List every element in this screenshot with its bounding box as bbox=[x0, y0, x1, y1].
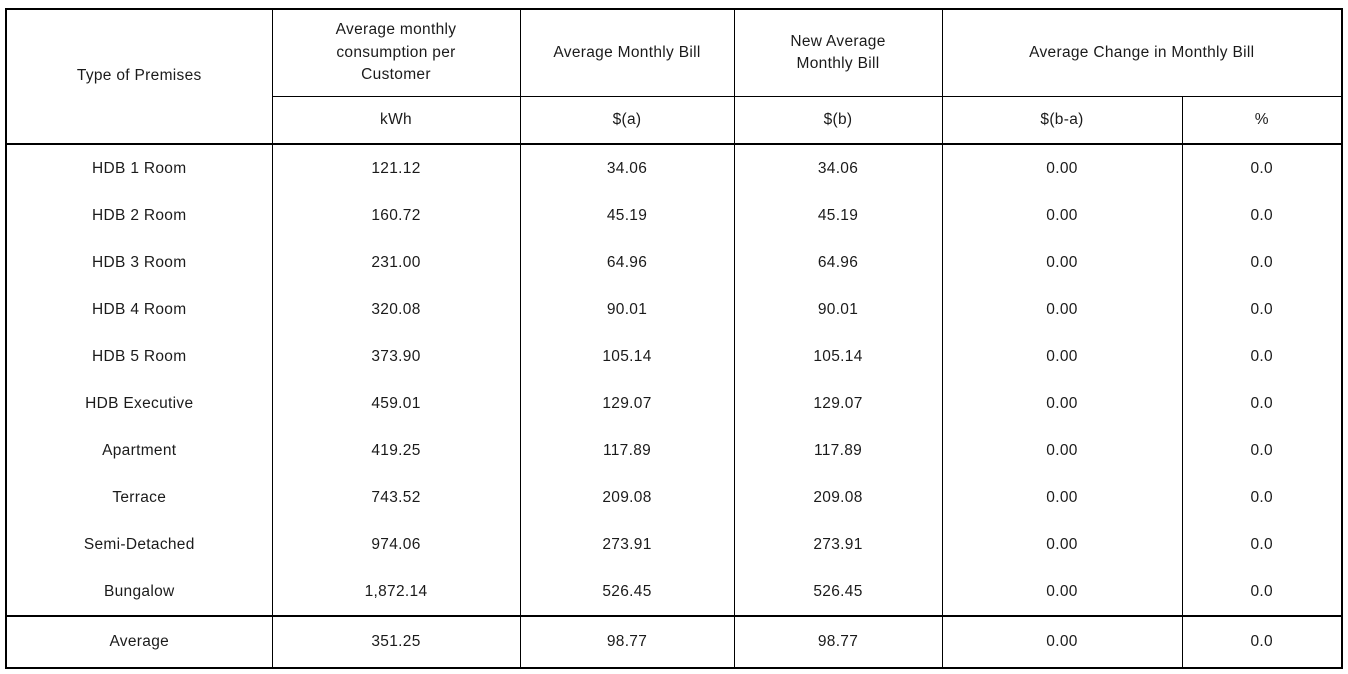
cell-change-pct: 0.0 bbox=[1181, 286, 1343, 333]
cell-average-change-amt: 0.00 bbox=[941, 615, 1183, 668]
cell-kwh: 121.12 bbox=[271, 144, 521, 192]
cell-premises-type: HDB 3 Room bbox=[5, 239, 273, 286]
cell-change-pct: 0.0 bbox=[1181, 474, 1343, 521]
cell-bill-b: 209.08 bbox=[733, 474, 943, 521]
cell-kwh: 459.01 bbox=[271, 380, 521, 427]
header-row-units: kWh $(a) $(b) $(b-a) % bbox=[6, 96, 1343, 145]
table-row: HDB 5 Room 373.90 105.14 105.14 0.00 0.0 bbox=[5, 333, 1343, 380]
cell-bill-b: 64.96 bbox=[733, 239, 943, 286]
cell-change-amt: 0.00 bbox=[941, 286, 1183, 333]
cell-premises-type: HDB 1 Room bbox=[5, 144, 273, 192]
unit-kwh: kWh bbox=[271, 96, 521, 145]
cell-change-amt: 0.00 bbox=[941, 474, 1183, 521]
cell-bill-a: 129.07 bbox=[519, 380, 735, 427]
table-row: HDB 2 Room 160.72 45.19 45.19 0.00 0.0 bbox=[5, 192, 1343, 239]
cell-premises-type: Apartment bbox=[5, 427, 273, 474]
cell-bill-b: 117.89 bbox=[733, 427, 943, 474]
cell-bill-a: 64.96 bbox=[519, 239, 735, 286]
cell-bill-a: 273.91 bbox=[519, 521, 735, 568]
cell-change-pct: 0.0 bbox=[1181, 333, 1343, 380]
cell-premises-type: Semi-Detached bbox=[5, 521, 273, 568]
cell-change-pct: 0.0 bbox=[1181, 144, 1343, 192]
cell-kwh: 231.00 bbox=[271, 239, 521, 286]
cell-average-label: Average bbox=[5, 615, 273, 668]
header-avg-monthly-bill: Average Monthly Bill bbox=[519, 9, 735, 97]
cell-bill-b: 105.14 bbox=[733, 333, 943, 380]
header-row-titles: Type of Premises Average monthly consump… bbox=[5, 9, 1343, 145]
cell-change-amt: 0.00 bbox=[941, 380, 1183, 427]
cell-bill-a: 45.19 bbox=[519, 192, 735, 239]
unit-dollar-a: $(a) bbox=[519, 96, 735, 145]
cell-premises-type: Bungalow bbox=[5, 568, 273, 616]
cell-bill-b: 34.06 bbox=[733, 144, 943, 192]
header-consumption-label: Average monthly consumption per Customer bbox=[335, 21, 457, 84]
unit-percent: % bbox=[1181, 96, 1343, 145]
cell-kwh: 373.90 bbox=[271, 333, 521, 380]
table-row: Terrace 743.52 209.08 209.08 0.00 0.0 bbox=[5, 474, 1343, 521]
table-header: Type of Premises Average monthly consump… bbox=[5, 9, 1343, 145]
cell-bill-a: 105.14 bbox=[519, 333, 735, 380]
table-row: Apartment 419.25 117.89 117.89 0.00 0.0 bbox=[5, 427, 1343, 474]
cell-change-amt: 0.00 bbox=[941, 521, 1183, 568]
cell-change-pct: 0.0 bbox=[1181, 239, 1343, 286]
unit-dollar-b-minus-a: $(b-a) bbox=[941, 96, 1183, 145]
cell-bill-a: 90.01 bbox=[519, 286, 735, 333]
cell-bill-a: 117.89 bbox=[519, 427, 735, 474]
cell-change-amt: 0.00 bbox=[941, 144, 1183, 192]
header-consumption: Average monthly consumption per Customer bbox=[271, 9, 521, 97]
cell-change-amt: 0.00 bbox=[941, 333, 1183, 380]
cell-bill-b: 273.91 bbox=[733, 521, 943, 568]
cell-change-amt: 0.00 bbox=[941, 427, 1183, 474]
cell-bill-b: 45.19 bbox=[733, 192, 943, 239]
cell-change-amt: 0.00 bbox=[941, 192, 1183, 239]
table-body: HDB 1 Room 121.12 34.06 34.06 0.00 0.0 H… bbox=[5, 144, 1343, 616]
cell-bill-a: 34.06 bbox=[519, 144, 735, 192]
table-row: HDB 1 Room 121.12 34.06 34.06 0.00 0.0 bbox=[5, 144, 1343, 192]
table-row: HDB Executive 459.01 129.07 129.07 0.00 … bbox=[5, 380, 1343, 427]
cell-kwh: 743.52 bbox=[271, 474, 521, 521]
cell-average-change-pct: 0.0 bbox=[1181, 615, 1343, 668]
cell-change-amt: 0.00 bbox=[941, 239, 1183, 286]
cell-premises-type: HDB 5 Room bbox=[5, 333, 273, 380]
cell-change-pct: 0.0 bbox=[1181, 521, 1343, 568]
cell-average-bill-b: 98.77 bbox=[733, 615, 943, 668]
table-row: Semi-Detached 974.06 273.91 273.91 0.00 … bbox=[5, 521, 1343, 568]
cell-premises-type: HDB 2 Room bbox=[5, 192, 273, 239]
cell-kwh: 160.72 bbox=[271, 192, 521, 239]
cell-bill-b: 526.45 bbox=[733, 568, 943, 616]
cell-premises-type: HDB Executive bbox=[5, 380, 273, 427]
cell-kwh: 320.08 bbox=[271, 286, 521, 333]
cell-bill-b: 90.01 bbox=[733, 286, 943, 333]
header-avg-change: Average Change in Monthly Bill bbox=[941, 9, 1343, 97]
cell-average-kwh: 351.25 bbox=[271, 615, 521, 668]
cell-change-amt: 0.00 bbox=[941, 568, 1183, 616]
table-row: HDB 4 Room 320.08 90.01 90.01 0.00 0.0 bbox=[5, 286, 1343, 333]
cell-change-pct: 0.0 bbox=[1181, 192, 1343, 239]
premises-billing-table: Type of Premises Average monthly consump… bbox=[5, 8, 1343, 669]
unit-dollar-b: $(b) bbox=[733, 96, 943, 145]
header-new-avg-monthly-bill: New Average Monthly Bill bbox=[733, 9, 943, 97]
cell-bill-b: 129.07 bbox=[733, 380, 943, 427]
cell-bill-a: 526.45 bbox=[519, 568, 735, 616]
cell-premises-type: HDB 4 Room bbox=[5, 286, 273, 333]
cell-change-pct: 0.0 bbox=[1181, 568, 1343, 616]
cell-kwh: 419.25 bbox=[271, 427, 521, 474]
table-row: Bungalow 1,872.14 526.45 526.45 0.00 0.0 bbox=[5, 568, 1343, 616]
cell-kwh: 1,872.14 bbox=[271, 568, 521, 616]
cell-average-bill-a: 98.77 bbox=[519, 615, 735, 668]
cell-bill-a: 209.08 bbox=[519, 474, 735, 521]
table-footer: Average 351.25 98.77 98.77 0.00 0.0 bbox=[5, 615, 1343, 668]
header-new-avg-monthly-bill-label: New Average Monthly Bill bbox=[790, 32, 886, 72]
average-row: Average 351.25 98.77 98.77 0.00 0.0 bbox=[5, 615, 1343, 668]
cell-kwh: 974.06 bbox=[271, 521, 521, 568]
header-type-of-premises: Type of Premises bbox=[5, 9, 273, 145]
cell-change-pct: 0.0 bbox=[1181, 380, 1343, 427]
cell-change-pct: 0.0 bbox=[1181, 427, 1343, 474]
cell-premises-type: Terrace bbox=[5, 474, 273, 521]
table-row: HDB 3 Room 231.00 64.96 64.96 0.00 0.0 bbox=[5, 239, 1343, 286]
